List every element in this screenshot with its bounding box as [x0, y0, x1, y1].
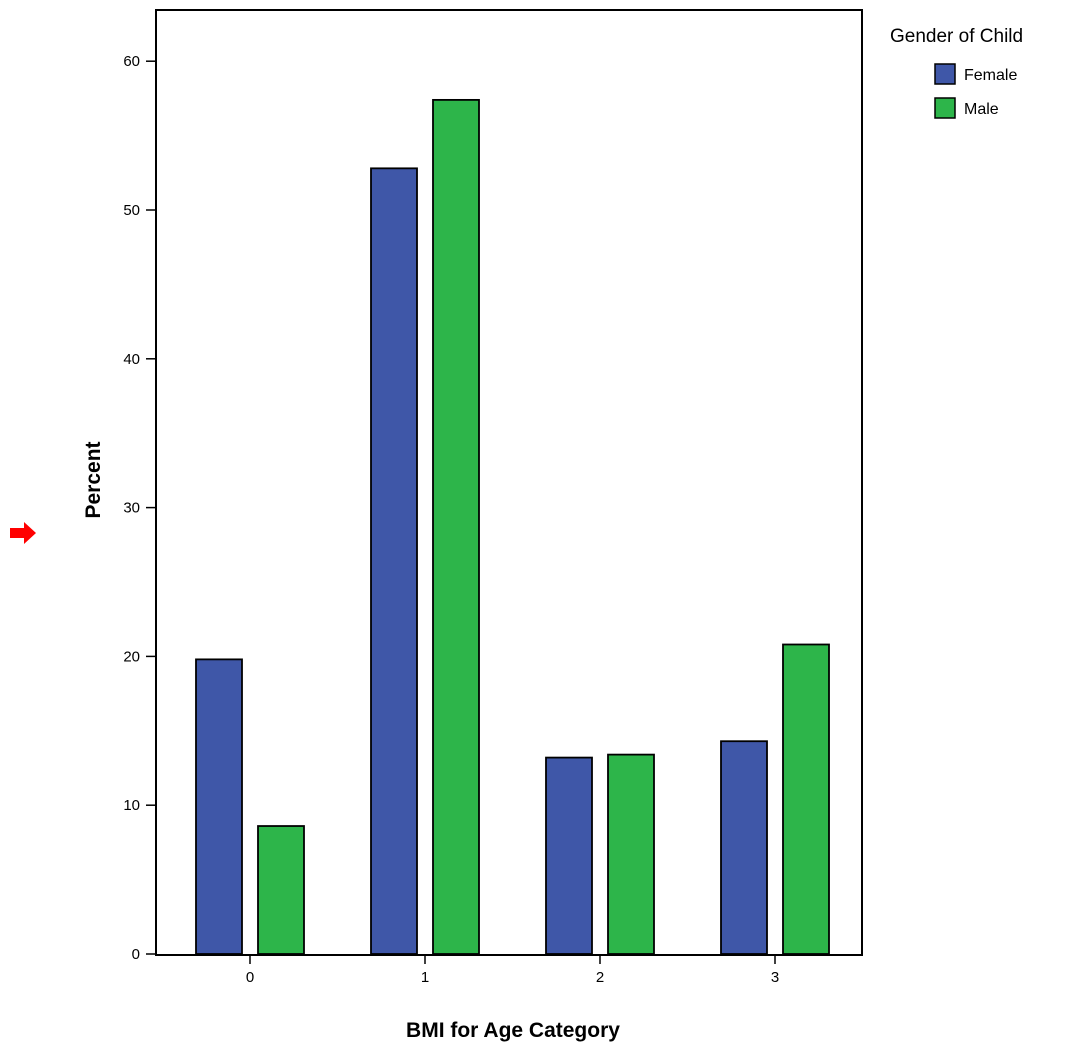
y-tick-label: 30 — [123, 500, 140, 517]
bar-female-3 — [720, 740, 768, 955]
bar-female-1 — [370, 167, 418, 955]
y-tick-label: 50 — [123, 202, 140, 219]
legend-swatch-female — [934, 63, 956, 85]
y-axis-title: Percent — [82, 441, 105, 518]
bar-male-0 — [257, 825, 305, 955]
legend: Gender of Child Female Male — [890, 26, 1023, 119]
legend-swatch-male — [934, 97, 956, 119]
y-tick-label: 0 — [132, 946, 140, 963]
red-arrow-icon — [10, 522, 36, 544]
x-tick-label: 0 — [246, 969, 254, 986]
y-tick-label: 10 — [123, 797, 140, 814]
bar-male-2 — [607, 753, 655, 955]
y-tick-label: 40 — [123, 351, 140, 368]
y-axis: 0 10 20 30 40 50 60 — [123, 53, 156, 963]
bars — [195, 98, 830, 955]
bar-male-1 — [432, 98, 480, 955]
bar-male-3 — [782, 643, 830, 955]
bar-female-0 — [195, 658, 243, 955]
x-axis-title: BMI for Age Category — [406, 1019, 620, 1042]
x-tick-label: 3 — [771, 969, 779, 986]
legend-label-male: Male — [964, 101, 999, 118]
x-axis: 0 1 2 3 — [246, 954, 779, 986]
legend-label-female: Female — [964, 67, 1017, 84]
x-tick-label: 2 — [596, 969, 604, 986]
x-tick-label: 1 — [421, 969, 429, 986]
y-tick-label: 60 — [123, 53, 140, 70]
y-tick-label: 20 — [123, 648, 140, 665]
legend-title: Gender of Child — [890, 26, 1023, 47]
bar-female-2 — [545, 756, 593, 955]
